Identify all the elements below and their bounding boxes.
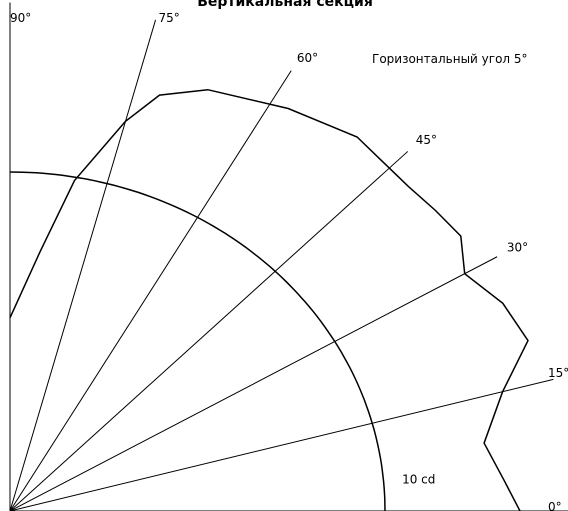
angle-label: 0° xyxy=(548,500,562,511)
intensity-curve xyxy=(9,88,529,511)
angle-label: 90° xyxy=(10,11,31,25)
angle-label: 60° xyxy=(297,51,318,65)
ring xyxy=(9,171,386,511)
angle-label: 30° xyxy=(507,241,528,255)
angle-label: 15° xyxy=(548,366,568,380)
chart-title: Вертикальная секция xyxy=(197,0,373,10)
ring-label: 10 cd xyxy=(402,472,435,486)
spoke xyxy=(9,378,554,511)
annotation: Горизонтальный угол 5° xyxy=(372,52,528,66)
spoke xyxy=(9,256,498,511)
angle-label: 75° xyxy=(158,11,179,25)
spoke xyxy=(9,70,292,511)
spoke xyxy=(9,151,409,511)
spoke xyxy=(9,19,157,511)
angle-label: 45° xyxy=(416,133,437,147)
